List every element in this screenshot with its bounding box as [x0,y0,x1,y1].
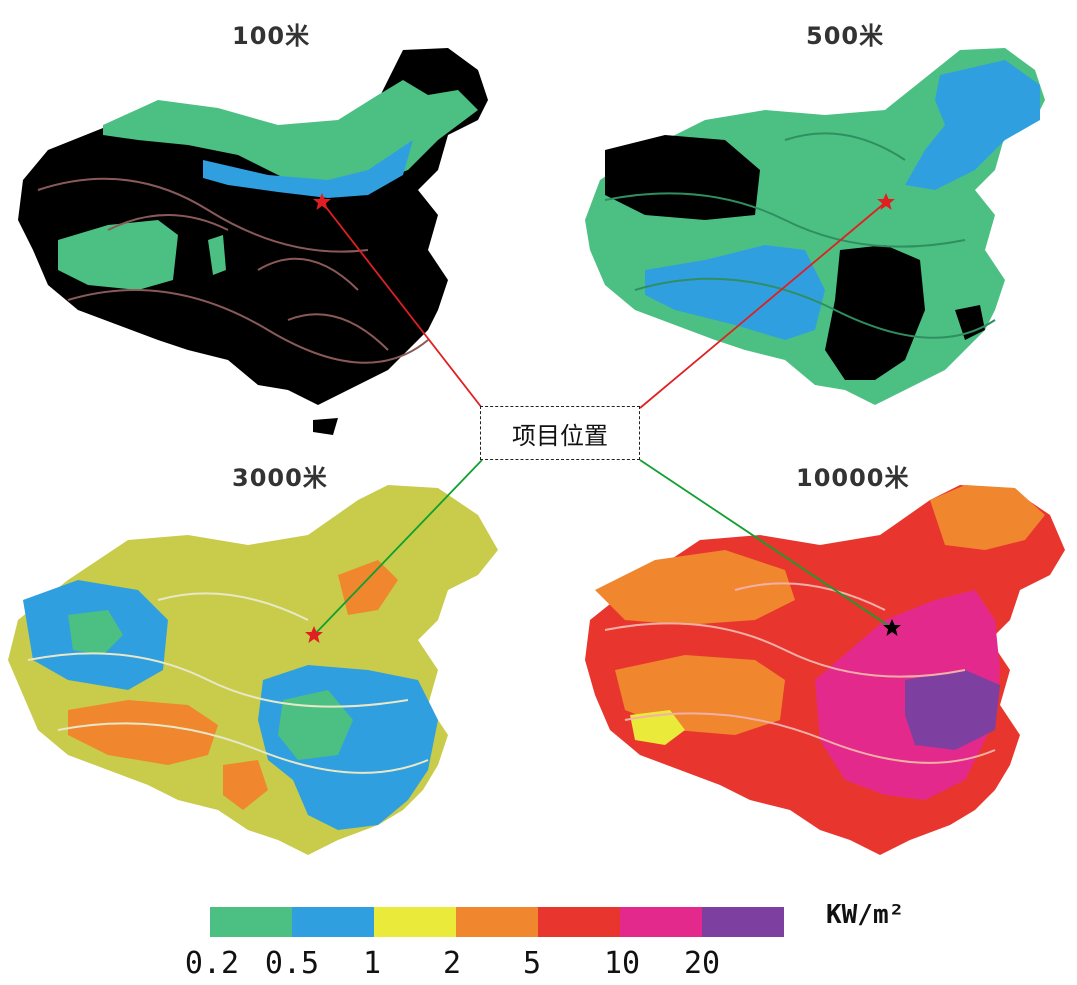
project-star-3000m [305,626,323,643]
legend-tick-label: 0.5 [264,946,320,981]
hainan-island [313,418,338,435]
project-star-100m [313,193,331,210]
project-location-label: 项目位置 [480,406,640,460]
zone-green-west [58,220,178,290]
connector-line-3000m [313,459,483,636]
zone-black-small [955,305,985,340]
legend-color-bar [210,907,784,937]
zone-orange-north [338,560,398,615]
legend-unit: KW/m² [826,900,905,930]
legend-tick-label: 5 [522,946,542,981]
legend-tick-label: 2 [442,946,462,981]
legend-tick-label: 0.2 [184,946,240,981]
legend-tick-label: 10 [603,946,641,981]
zone-blue-northeast [905,60,1040,190]
map-panel-100m [18,48,488,435]
legend-tick-label: 1 [362,946,382,981]
map-title-10000m: 10000米 [796,464,910,492]
zone-yellow-southwest [630,710,685,745]
project-star-10000m [883,619,901,636]
contour-lines [604,582,996,764]
map-panel-500m [585,48,1045,405]
legend-swatch-4 [538,907,620,937]
zone-blue-southwest [645,245,825,340]
map-panel-3000m [8,485,498,855]
legend-tick-label: 20 [683,946,721,981]
contour-lines [37,177,429,364]
connector-line-10000m [639,459,893,629]
contour-lines [27,592,429,774]
zone-green-mid [208,235,226,275]
legend-swatch-0 [210,907,292,937]
project-star-500m [877,193,895,210]
map-title-3000m: 3000米 [232,464,328,492]
connector-line-100m [321,201,483,409]
map-title-500m: 500米 [806,22,885,50]
legend-swatch-3 [456,907,538,937]
legend-swatch-2 [374,907,456,937]
zone-orange-west [595,550,795,625]
legend-swatch-5 [620,907,702,937]
legend-swatch-1 [292,907,374,937]
connector-line-500m [639,201,887,409]
zone-purple-east [905,670,1000,750]
legend-swatch-6 [702,907,784,937]
zone-green-west [68,610,123,655]
map-panel-10000m [585,485,1065,855]
zone-orange-south [223,760,268,810]
zone-blue-north [203,140,413,198]
zone-black-central [825,245,925,380]
zone-orange-north [930,485,1045,550]
zone-orange-southwest [68,700,218,765]
contour-lines [604,132,996,339]
map-title-100m: 100米 [232,22,311,50]
